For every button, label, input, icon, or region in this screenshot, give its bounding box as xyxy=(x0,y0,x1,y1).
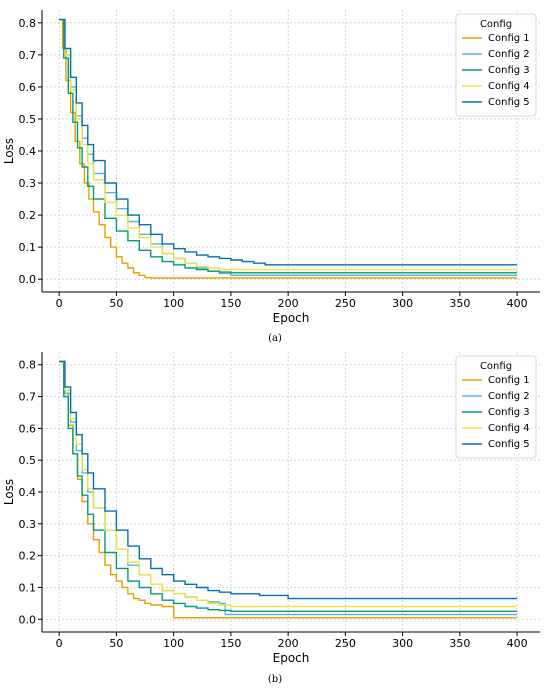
legend-label: Config 1 xyxy=(488,33,530,44)
y-tick-label: 0.7 xyxy=(19,49,37,62)
chart-panel-b: 0 50 100 150 200 250 300 350 400 0.0 0.1 0.2 0.3 0.4 0… xyxy=(0,344,550,688)
x-tick-label: 300 xyxy=(392,637,413,650)
series-line-config-3 xyxy=(59,18,518,274)
series-line-config-5 xyxy=(59,18,518,266)
y-tick-label: 0.8 xyxy=(19,359,37,372)
legend-label: Config 3 xyxy=(488,65,530,76)
y-tick-label: 0.2 xyxy=(19,550,37,563)
chart-caption: (a) xyxy=(268,333,282,344)
series-line-config-3 xyxy=(59,360,518,612)
y-tick-label: 0.6 xyxy=(19,422,37,435)
x-tick-label: 400 xyxy=(507,637,528,650)
x-axis-label: Epoch xyxy=(273,311,310,325)
legend-label: Config 2 xyxy=(488,391,530,402)
y-tick-label: 0.0 xyxy=(19,613,37,626)
x-tick-label: 0 xyxy=(56,637,63,650)
y-tick-label: 0.7 xyxy=(19,391,37,404)
legend-box xyxy=(455,355,537,459)
x-tick-label: 150 xyxy=(220,297,241,310)
loss-chart-a: 0 50 100 150 200 250 300 350 400 0.0 0.1 0.2 0.3 0.4 0… xyxy=(2,10,540,325)
x-tick-label: 200 xyxy=(278,297,299,310)
legend-label: Config 5 xyxy=(488,97,530,108)
y-tick-label: 0.6 xyxy=(19,81,37,94)
loss-chart-b: 0 50 100 150 200 250 300 350 400 0.0 0.1 0.2 0.3 0.4 0… xyxy=(2,352,540,665)
x-tick-label: 100 xyxy=(163,297,184,310)
x-tick-label: 0 xyxy=(56,297,63,310)
x-tick-label: 200 xyxy=(278,637,299,650)
legend-label: Config 1 xyxy=(488,375,530,386)
series-line-config-5 xyxy=(59,360,518,600)
series-line-config-1 xyxy=(59,18,518,279)
y-tick-label: 0.1 xyxy=(19,581,37,594)
y-tick-label: 0.5 xyxy=(19,454,37,467)
legend-label: Config 4 xyxy=(488,81,530,92)
y-tick-label: 0.8 xyxy=(19,17,37,30)
x-tick-label: 350 xyxy=(449,297,470,310)
x-tick-label: 250 xyxy=(335,637,356,650)
x-tick-label: 300 xyxy=(392,297,413,310)
series-line-config-4 xyxy=(59,360,518,608)
legend-label: Config 5 xyxy=(488,439,530,450)
y-tick-label: 0.2 xyxy=(19,209,37,222)
y-tick-label: 0.4 xyxy=(19,486,37,499)
x-tick-label: 50 xyxy=(109,297,123,310)
y-axis-label: Loss xyxy=(2,138,16,164)
y-tick-label: 0.5 xyxy=(19,113,37,126)
y-axis-label: Loss xyxy=(2,479,16,505)
x-tick-label: 350 xyxy=(449,637,470,650)
legend-label: Config 2 xyxy=(488,49,530,60)
y-tick-label: 0.3 xyxy=(19,518,37,531)
legend-title: Config xyxy=(480,19,512,30)
y-tick-label: 0.0 xyxy=(19,273,37,286)
series-line-config-2 xyxy=(59,18,518,276)
y-tick-label: 0.1 xyxy=(19,241,37,254)
legend-label: Config 3 xyxy=(488,407,530,418)
chart-caption: (b) xyxy=(267,674,283,685)
x-axis-label: Epoch xyxy=(273,651,310,665)
legend-label: Config 4 xyxy=(488,423,530,434)
y-tick-label: 0.4 xyxy=(19,145,37,158)
legend-title: Config xyxy=(480,361,512,372)
x-tick-label: 250 xyxy=(335,297,356,310)
x-tick-label: 400 xyxy=(507,297,528,310)
y-tick-label: 0.3 xyxy=(19,177,37,190)
x-tick-label: 100 xyxy=(163,637,184,650)
legend-box xyxy=(455,13,537,117)
series-line-config-4 xyxy=(59,18,518,271)
x-tick-label: 50 xyxy=(109,637,123,650)
chart-panel-a: 0 50 100 150 200 250 300 350 400 0.0 0.1 0.2 0.3 0.4 0… xyxy=(2,10,540,344)
x-tick-label: 150 xyxy=(220,637,241,650)
